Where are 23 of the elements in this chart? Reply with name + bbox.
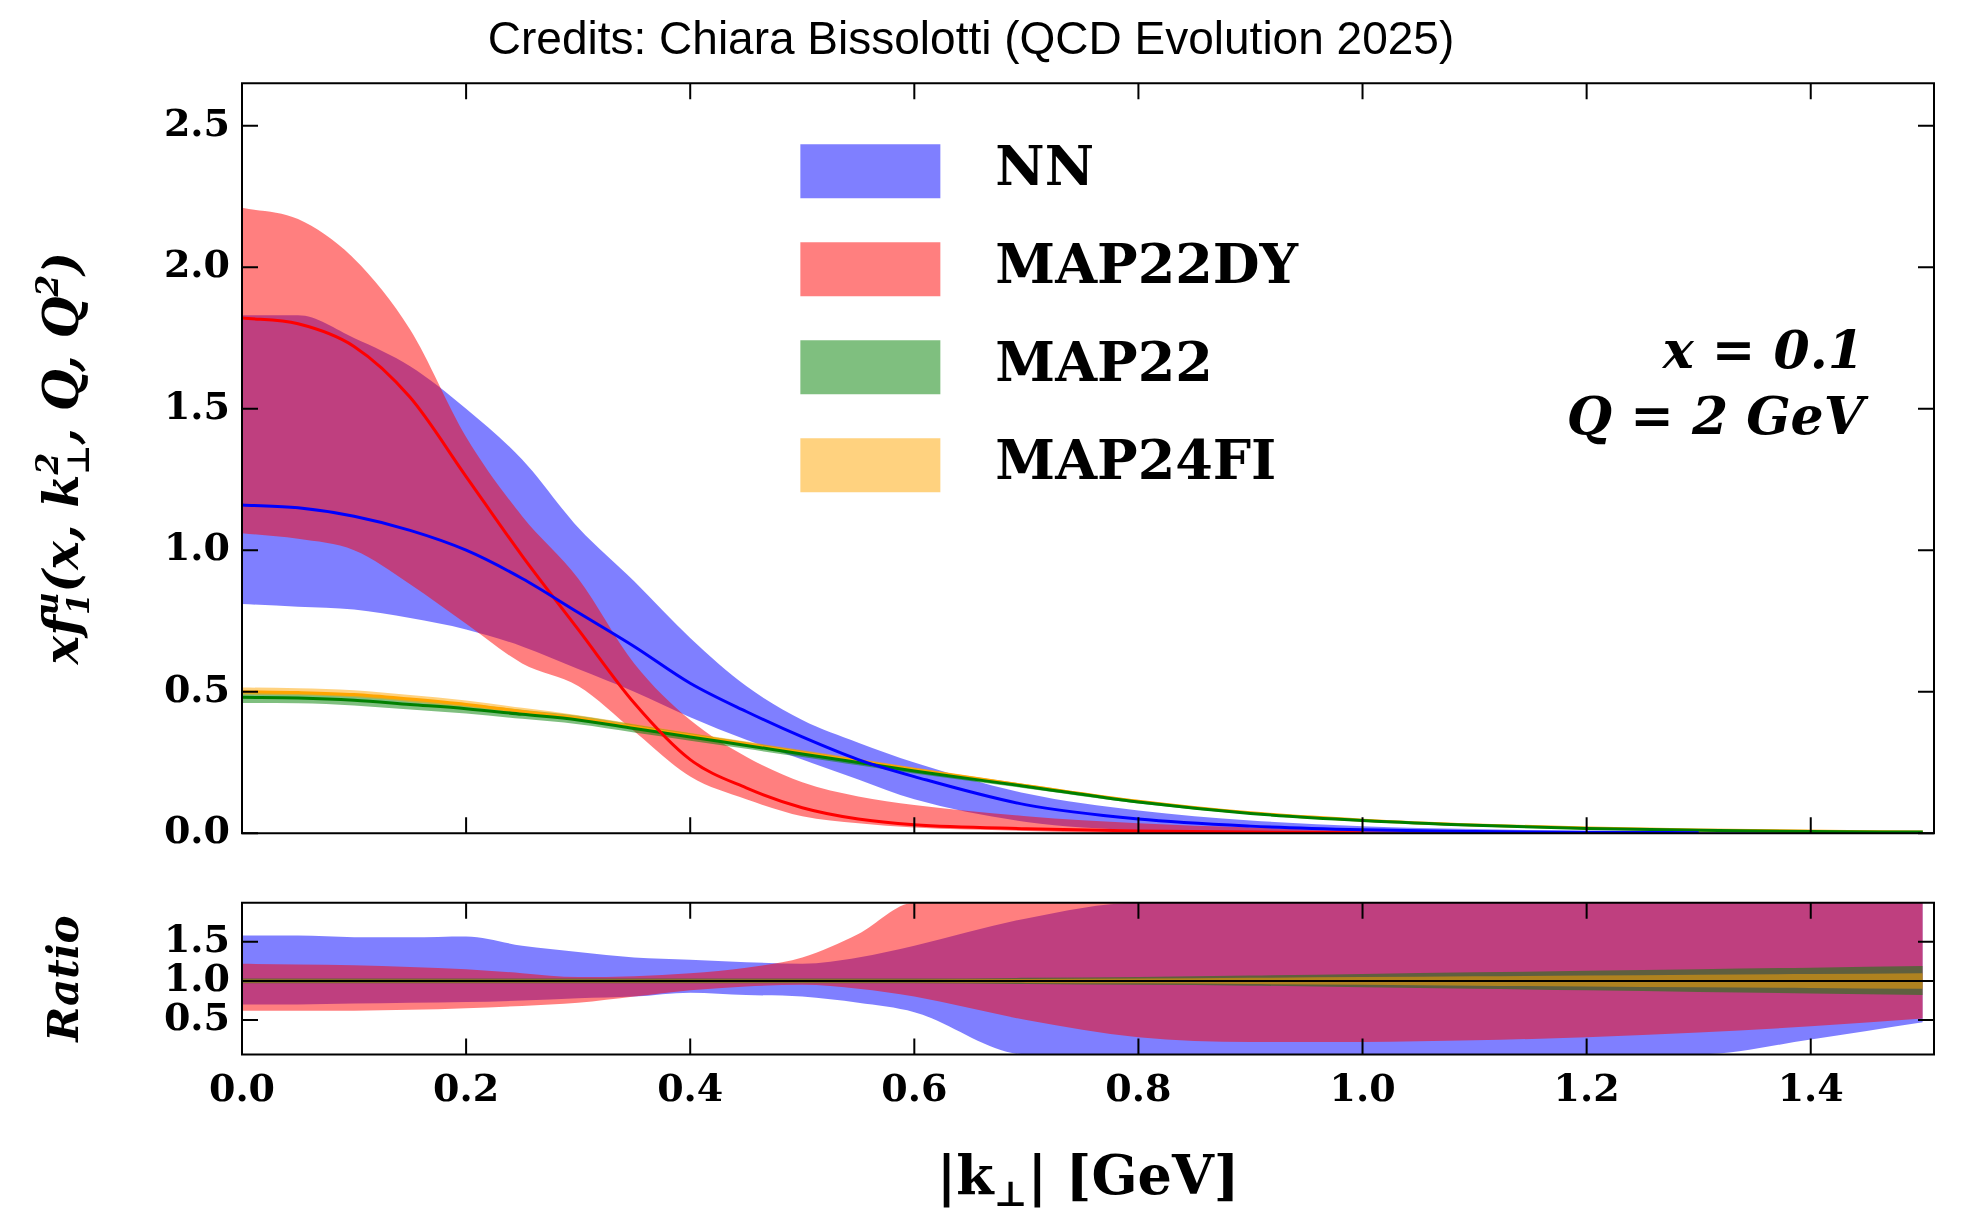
x-tick-label: 0.6 bbox=[881, 1065, 948, 1111]
x-tick-label: 0.8 bbox=[1105, 1065, 1172, 1111]
annotation: Q = 2 GeV bbox=[1566, 385, 1869, 447]
y-tick-label: 0.5 bbox=[163, 665, 230, 711]
y-tick-label: 2.5 bbox=[163, 99, 230, 145]
y-axis-title: Ratio bbox=[39, 915, 88, 1043]
x-axis-title: |k⊥| [GeV] bbox=[936, 1143, 1240, 1215]
x-tick-label: 1.4 bbox=[1777, 1065, 1844, 1111]
y-tick-label: 0.0 bbox=[163, 807, 230, 853]
x-tick-label: 0.4 bbox=[657, 1065, 724, 1111]
chart-title: Credits: Chiara Bissolotti (QCD Evolution 2025) bbox=[487, 12, 1455, 65]
legend-label: NN bbox=[995, 134, 1095, 199]
annotation: x = 0.1 bbox=[1661, 319, 1864, 381]
x-tick-label: 0.2 bbox=[433, 1065, 500, 1111]
y-tick-label: 1.5 bbox=[163, 382, 230, 428]
legend-label: MAP22DY bbox=[995, 232, 1300, 297]
x-tick-label: 1.0 bbox=[1329, 1065, 1396, 1111]
legend-label: MAP22 bbox=[995, 330, 1213, 395]
x-tick-label: 1.2 bbox=[1553, 1065, 1620, 1111]
legend-label: MAP24FI bbox=[995, 428, 1277, 493]
y-tick-label: 1.0 bbox=[163, 524, 230, 570]
y-tick-label: 2.0 bbox=[163, 241, 230, 287]
x-tick-label: 0.0 bbox=[208, 1065, 276, 1111]
